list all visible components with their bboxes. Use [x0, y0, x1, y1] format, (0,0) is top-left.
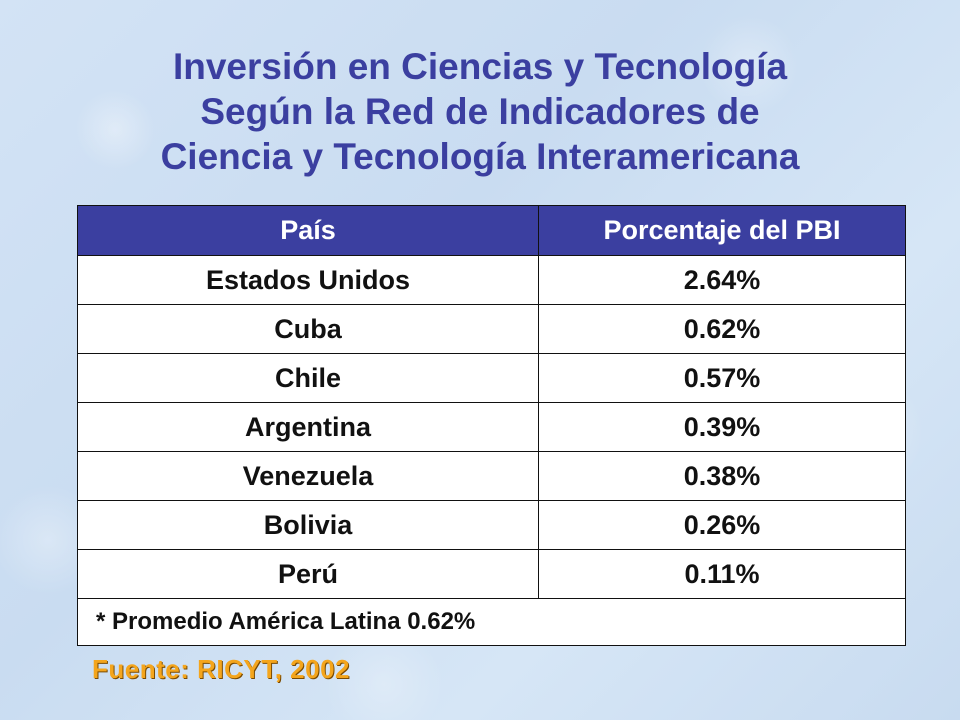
percentage-cell: 0.38% [538, 451, 906, 501]
slide-title-line-1: Inversión en Ciencias y Tecnología [172, 46, 788, 87]
latin-america-average-note: * Promedio América Latina 0.62% [77, 598, 906, 646]
table-row: Cuba 0.62% [77, 304, 906, 354]
country-cell: Cuba [77, 304, 539, 354]
table-row: Venezuela 0.38% [77, 451, 906, 501]
percentage-cell: 0.11% [538, 549, 906, 599]
slide-title: Inversión en Ciencias y Tecnología Según… [0, 44, 960, 179]
source-citation: Fuente: RICYT, 2002 [92, 654, 351, 684]
percentage-cell: 2.64% [538, 255, 906, 305]
slide-title-line-3: Ciencia y Tecnología Interamericana [160, 136, 800, 177]
country-cell: Argentina [77, 402, 539, 452]
country-cell: Estados Unidos [77, 255, 539, 305]
country-cell: Perú [77, 549, 539, 599]
column-header-percentage: Porcentaje del PBI [538, 205, 906, 256]
table-row: Estados Unidos 2.64% [77, 255, 906, 305]
table-row: Chile 0.57% [77, 353, 906, 403]
country-cell: Bolivia [77, 500, 539, 550]
percentage-cell: 0.57% [538, 353, 906, 403]
investment-table: País Porcentaje del PBI Estados Unidos 2… [77, 205, 906, 646]
country-cell: Chile [77, 353, 539, 403]
table-note-row: * Promedio América Latina 0.62% [77, 598, 906, 646]
table-row: Bolivia 0.26% [77, 500, 906, 550]
table-row: Argentina 0.39% [77, 402, 906, 452]
percentage-cell: 0.62% [538, 304, 906, 354]
column-header-country: País [77, 205, 539, 256]
country-cell: Venezuela [77, 451, 539, 501]
table-row: Perú 0.11% [77, 549, 906, 599]
percentage-cell: 0.26% [538, 500, 906, 550]
percentage-cell: 0.39% [538, 402, 906, 452]
table-header-row: País Porcentaje del PBI [77, 205, 906, 256]
slide-title-line-2: Según la Red de Indicadores de [200, 91, 760, 132]
